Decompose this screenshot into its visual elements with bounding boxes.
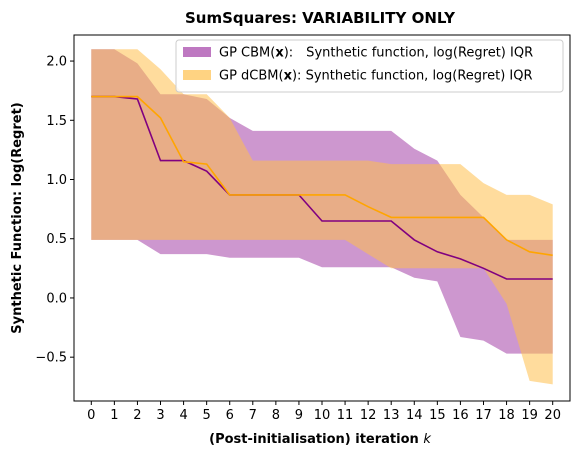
- x-tick-label: 9: [295, 408, 303, 423]
- x-tick-label: 11: [337, 408, 354, 423]
- x-tick-label: 15: [429, 408, 446, 423]
- median-line-series-1: [91, 95, 553, 257]
- x-tick-label: 14: [406, 408, 423, 423]
- y-tick-label: 1.0: [46, 173, 67, 188]
- x-axis-label-var: k: [423, 432, 431, 447]
- x-tick-label: 4: [179, 408, 187, 423]
- y-tick-label: 1.5: [46, 114, 67, 129]
- chart-title: SumSquares: VARIABILITY ONLY: [185, 9, 456, 27]
- x-tick-label: 8: [272, 408, 280, 423]
- y-tick-label: −0.5: [35, 351, 67, 366]
- median-line-series-0: [91, 95, 553, 280]
- x-tick-label: 12: [360, 408, 377, 423]
- x-axis-label-text: (Post-initialisation) iteration: [209, 432, 419, 447]
- x-tick-label: 3: [156, 408, 164, 423]
- plot-area: [73, 34, 571, 402]
- x-tick-label: 20: [544, 408, 561, 423]
- x-axis-label: (Post-initialisation) iteration k: [209, 432, 431, 447]
- y-tick-label: 2.0: [46, 55, 67, 70]
- legend-label-series-1: GP dCBM(x): Synthetic function, log(Regr…: [219, 69, 533, 84]
- y-axis: −0.5 0.0 0.5 1.0 1.5 2.0: [35, 55, 74, 366]
- x-tick-label: 13: [383, 408, 400, 423]
- legend: GP CBM(x): Synthetic function, log(Regre…: [175, 39, 564, 93]
- x-tick-label: 16: [452, 408, 469, 423]
- x-tick-label: 5: [203, 408, 211, 423]
- legend-swatch-series-0: [183, 47, 211, 57]
- x-tick-label: 1: [110, 408, 118, 423]
- x-axis: 0 1 2 3 4 5 6 7 8 9 10 11 12 13 14 15 16 17 18 19 20: [87, 401, 561, 423]
- x-tick-label: 6: [226, 408, 234, 423]
- legend-swatch-series-1: [183, 70, 211, 80]
- x-tick-label: 0: [87, 408, 95, 423]
- x-tick-label: 7: [249, 408, 257, 423]
- x-tick-label: 17: [475, 408, 492, 423]
- iqr-band-series-1: [91, 49, 553, 385]
- x-tick-label: 2: [133, 408, 141, 423]
- legend-label-series-0: GP CBM(x): Synthetic function, log(Regre…: [219, 46, 533, 61]
- median-lines: [91, 95, 553, 280]
- legend-frame: [175, 39, 564, 93]
- x-tick-label: 10: [314, 408, 331, 423]
- y-tick-label: 0.5: [46, 232, 67, 247]
- y-tick-label: 0.0: [46, 291, 67, 306]
- y-axis-label: Synthetic Function: log(Regret): [10, 102, 25, 333]
- x-tick-label: 19: [521, 408, 538, 423]
- iqr-bands: [91, 49, 553, 385]
- x-tick-label: 18: [498, 408, 515, 423]
